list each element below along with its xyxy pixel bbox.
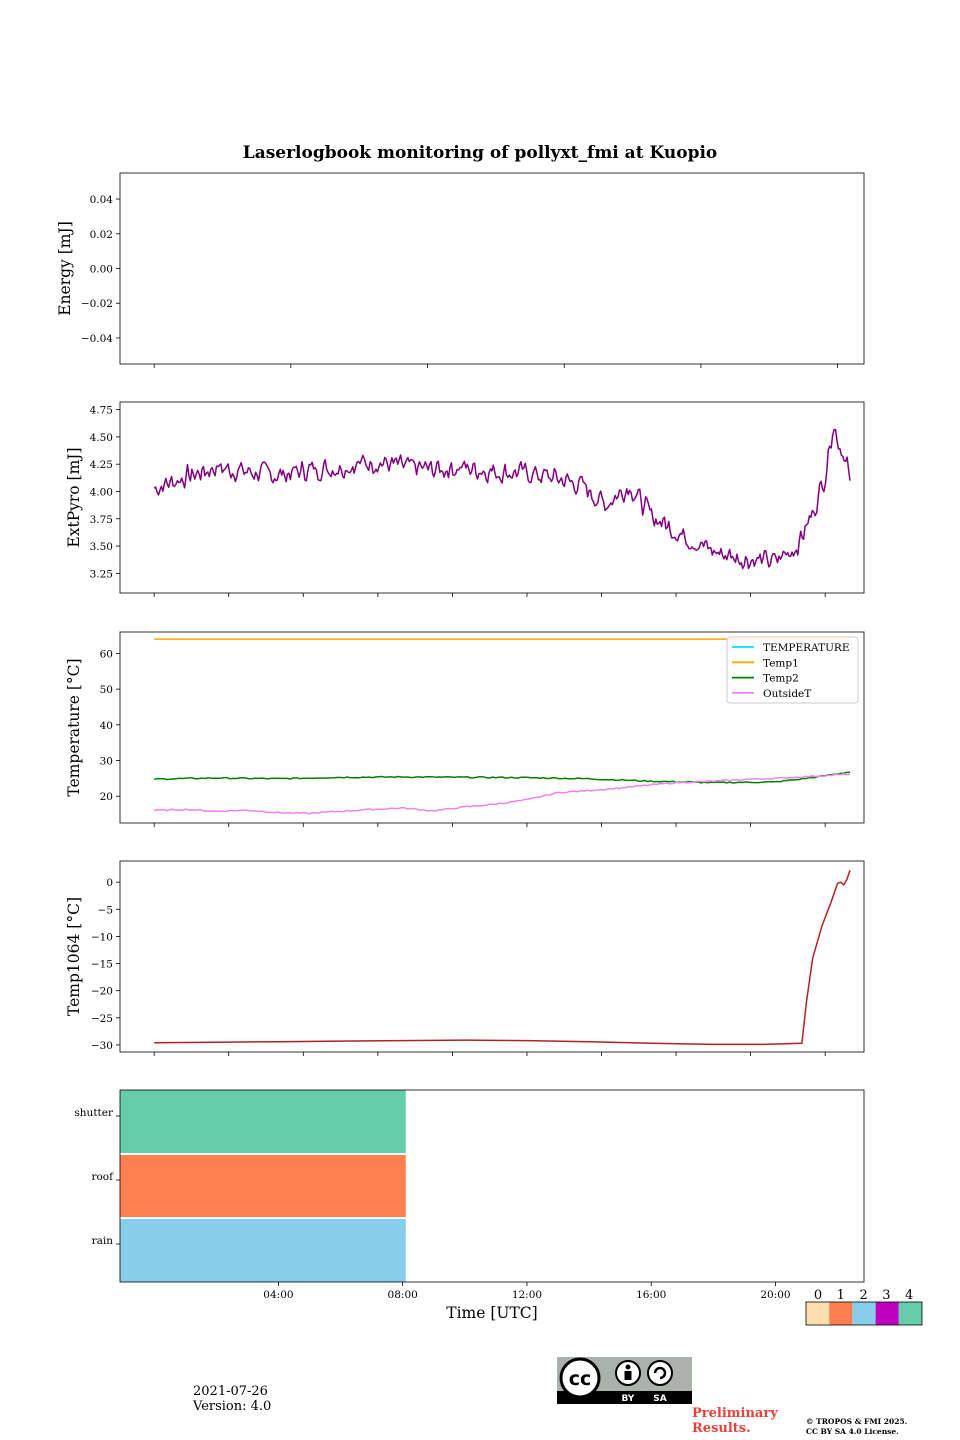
colorbar-frame xyxy=(805,1301,923,1326)
xtick-label: 20:00 xyxy=(760,1289,790,1301)
ytick-label: −0.02 xyxy=(81,298,113,310)
chart-title: Laserlogbook monitoring of pollyxt_fmi a… xyxy=(243,143,718,163)
by-person-head-icon xyxy=(625,1364,631,1370)
colorbar-segment-0 xyxy=(806,1302,830,1325)
row-label-shutter: shutter xyxy=(74,1107,114,1119)
cc-letters-icon: cc xyxy=(569,1368,592,1390)
footer-version: Version: 4.0 xyxy=(193,1399,272,1414)
sa-arrow-icon xyxy=(647,1360,673,1386)
ytick-label: −30 xyxy=(91,1040,113,1052)
axes-frame-extpyro xyxy=(119,401,865,594)
ytick-label: 3.75 xyxy=(90,514,113,526)
ytick-label: 4.75 xyxy=(90,405,113,417)
series-line-outsidet xyxy=(154,773,851,815)
ytick-label: 0 xyxy=(106,877,113,889)
row-label-roof: roof xyxy=(91,1171,114,1183)
ylabel-temperature: Temperature [°C] xyxy=(65,658,83,796)
ytick-label: −5 xyxy=(98,904,113,916)
colorbar-label-2: 2 xyxy=(859,1288,867,1303)
ytick-label: 4.50 xyxy=(90,432,113,444)
status-bar-roof xyxy=(120,1155,406,1217)
xlabel: Time [UTC] xyxy=(446,1304,537,1322)
ytick-label: −10 xyxy=(91,931,113,943)
ytick-label: 0.02 xyxy=(90,229,113,241)
ytick-label: −20 xyxy=(91,986,113,998)
ytick-label: −0.04 xyxy=(81,333,113,345)
panel-energy: 0.04 0.02 0.00 −0.02 −0.04 Energy [mJ] xyxy=(56,172,865,368)
copyright-note: © TROPOS & FMI 2025. CC BY SA 4.0 Licens… xyxy=(806,1417,907,1437)
legend-temperature: TEMPERATURE Temp1 Temp2 OutsideT xyxy=(726,636,859,704)
panel-temperature: 60 50 40 30 20 Temperature [°C] TEMPERATURE Tem… xyxy=(65,631,865,827)
preliminary-results-note: Preliminary Results. xyxy=(692,1406,778,1436)
by-person-body-icon xyxy=(624,1371,632,1380)
colorbar-segment-1 xyxy=(829,1302,853,1325)
legend-box xyxy=(726,636,859,704)
cc-license-badge: cc BY SA xyxy=(557,1357,692,1404)
plot-area-temp1064 xyxy=(154,869,851,1046)
ytick-label: 4.25 xyxy=(90,459,113,471)
cc-badge-sa-label: SA xyxy=(653,1394,666,1404)
ytick-label: 30 xyxy=(100,756,113,768)
preliminary-line-2: Results. xyxy=(692,1421,751,1436)
ytick-label: 60 xyxy=(100,648,113,660)
sa-arrow-arc-icon xyxy=(653,1366,667,1380)
preliminary-line-1: Preliminary xyxy=(692,1406,778,1421)
panel-extpyro: 4.75 4.50 4.25 4.00 3.75 3.50 3.25 ExtPyro [mJ] xyxy=(65,401,865,597)
ylabel-energy: Energy [mJ] xyxy=(56,221,74,316)
xtick-label: 04:00 xyxy=(263,1289,293,1301)
axes-frame-temp1064 xyxy=(119,860,865,1053)
panel-temp1064: 0 −5 −10 −15 −20 −25 −30 Temp1064 [°C] xyxy=(65,860,865,1056)
footer-date: 2021-07-26 xyxy=(193,1384,268,1399)
colorbar-segment-2 xyxy=(852,1302,876,1325)
ytick-label: 50 xyxy=(100,684,113,696)
row-label-rain: rain xyxy=(92,1235,114,1247)
ylabel-extpyro: ExtPyro [mJ] xyxy=(65,447,83,547)
legend-label-temperature: TEMPERATURE xyxy=(763,642,850,654)
ytick-label: 40 xyxy=(100,720,113,732)
status-bar-shutter xyxy=(120,1090,406,1153)
xtick-label: 08:00 xyxy=(388,1289,418,1301)
xtick-label: 12:00 xyxy=(512,1289,542,1301)
series-line-temp2 xyxy=(154,771,851,784)
ytick-label: 3.50 xyxy=(90,541,113,553)
axes-frame-energy xyxy=(119,172,865,365)
copyright-line-2: CC BY SA 4.0 License. xyxy=(806,1427,899,1436)
series-line-temp1064 xyxy=(154,869,851,1046)
axes-frame-temperature xyxy=(119,631,865,824)
colorbar-label-4: 4 xyxy=(905,1288,913,1303)
legend-label-temp1: Temp1 xyxy=(763,657,799,669)
colorbar-segment-4 xyxy=(898,1302,922,1325)
colorbar-label-0: 0 xyxy=(814,1288,822,1303)
colorbar-label-3: 3 xyxy=(882,1288,890,1303)
ytick-label: 0.04 xyxy=(90,194,114,206)
panel-status: shutter roof rain 04:00 08:00 12:00 16:00 20:00… xyxy=(74,1089,865,1322)
copyright-line-1: © TROPOS & FMI 2025. xyxy=(806,1417,908,1426)
ylabel-temp1064: Temp1064 [°C] xyxy=(65,897,83,1016)
ytick-label: −25 xyxy=(91,1013,113,1025)
ytick-label: 0.00 xyxy=(90,264,113,276)
axes-frame-status xyxy=(119,1089,865,1283)
plot-area-extpyro xyxy=(153,428,851,570)
colorbar-label-1: 1 xyxy=(837,1288,845,1303)
series-line-extpyro xyxy=(153,428,851,570)
ytick-label: 4.00 xyxy=(90,486,113,498)
ytick-label: 20 xyxy=(100,791,113,803)
status-bar-rain xyxy=(120,1219,406,1282)
colorbar-segment-3 xyxy=(875,1302,899,1325)
cc-circle-icon xyxy=(559,1357,601,1399)
xtick-label: 16:00 xyxy=(636,1289,666,1301)
ytick-label: −15 xyxy=(91,959,113,971)
cc-badge-by-label: BY xyxy=(622,1394,635,1404)
legend-label-temp2: Temp2 xyxy=(763,673,799,685)
legend-label-outsidet: OutsideT xyxy=(763,688,811,700)
ytick-label: 3.25 xyxy=(90,568,113,580)
